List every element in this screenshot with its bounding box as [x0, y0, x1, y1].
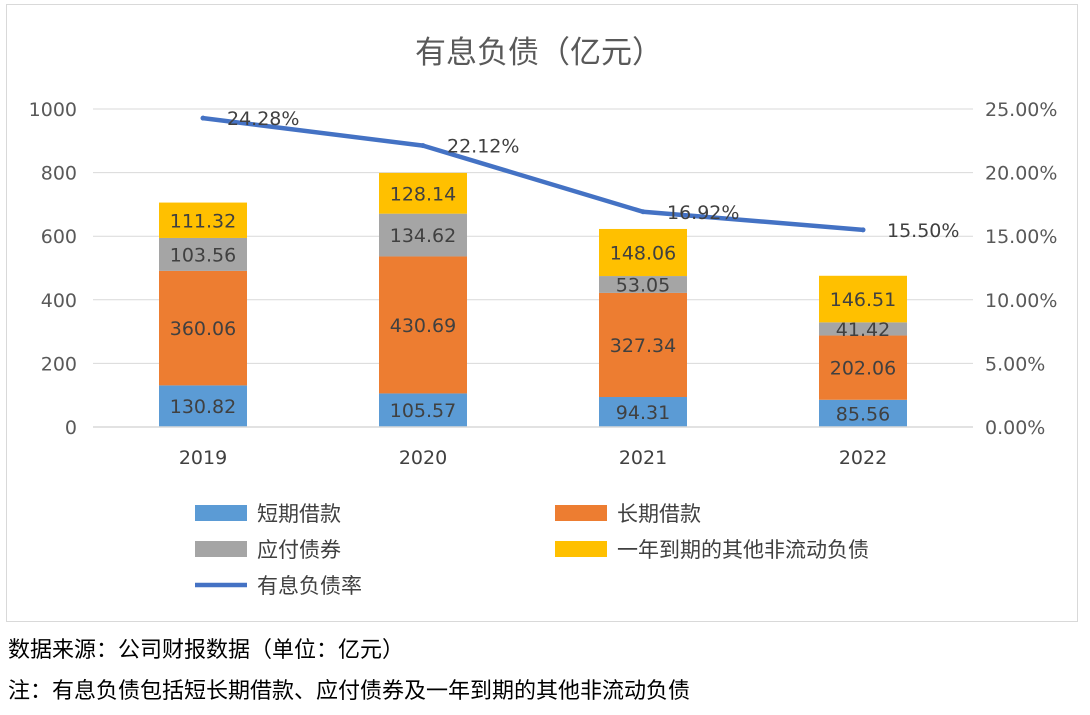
line-data-label: 15.50% [887, 220, 959, 242]
legend-label: 有息负债率 [257, 574, 362, 598]
bar-segment [599, 276, 687, 293]
x-axis-tick-label: 2019 [179, 447, 227, 469]
chart-frame: 有息负债（亿元） 130.82 360.06 103.56 111.32 105.57 4… [6, 4, 1078, 622]
legend-swatch [195, 505, 247, 521]
bar-segment [159, 237, 247, 271]
bar-segment [379, 256, 467, 394]
bar-data-label: 94.31 [616, 402, 670, 424]
legend-label: 应付债券 [257, 538, 341, 562]
bar-data-label: 146.51 [830, 289, 896, 311]
bar-data-label: 327.34 [610, 335, 676, 357]
bar-segment [599, 397, 687, 427]
right-axis-tick-label: 15.00% [985, 226, 1057, 248]
line-data-label: 16.92% [667, 202, 739, 224]
chart: 有息负债（亿元） 130.82 360.06 103.56 111.32 105.57 4… [29, 35, 1058, 598]
legend-label: 短期借款 [257, 502, 341, 526]
right-axis-tick-label: 20.00% [985, 163, 1057, 185]
rate-line [200, 115, 866, 233]
left-axis-tick-label: 800 [41, 163, 77, 185]
right-axis-tick-label: 25.00% [985, 99, 1057, 121]
bar-segment [599, 228, 687, 277]
right-axis-tick-label: 0.00% [985, 417, 1045, 439]
bar-data-label: 430.69 [390, 315, 456, 337]
legend-label: 长期借款 [617, 502, 701, 526]
bar-data-label: 85.56 [836, 403, 890, 425]
bar-data-label: 130.82 [170, 396, 236, 418]
bar-data-label: 128.14 [390, 183, 456, 205]
source-note: 数据来源：公司财报数据（单位：亿元） [8, 638, 405, 663]
bar-segment [819, 275, 907, 323]
x-axis-tick-label: 2021 [619, 447, 667, 469]
rate-line-point [640, 209, 646, 215]
left-axis-tick-label: 600 [41, 226, 77, 248]
bar-segment [159, 202, 247, 238]
bar-segment [819, 335, 907, 400]
line-data-label: 22.12% [447, 136, 519, 158]
bar-segment [819, 399, 907, 427]
rate-line-point [420, 143, 426, 149]
left-axis-tick-label: 1000 [29, 99, 77, 121]
x-axis-tick-label: 2022 [839, 447, 887, 469]
bar-segment [159, 385, 247, 427]
rate-line-point [200, 115, 206, 121]
footnote: 注：有息负债包括短长期借款、应付债券及一年到期的其他非流动负债 [8, 679, 691, 704]
bar-data-label: 103.56 [170, 244, 236, 266]
bar-data-label: 41.42 [836, 319, 890, 341]
left-axis-tick-label: 0 [65, 417, 77, 439]
legend-label: 一年到期的其他非流动负债 [617, 538, 869, 562]
right-axis-tick-label: 5.00% [985, 353, 1045, 375]
bar-segment [379, 393, 467, 427]
x-axis-tick-label: 2020 [399, 447, 447, 469]
bar-data-label: 134.62 [390, 225, 456, 247]
left-axis-tick-label: 400 [41, 290, 77, 312]
chart-title: 有息负债（亿元） [415, 35, 663, 71]
bar-data-label: 148.06 [610, 243, 676, 265]
left-axis-tick-label: 200 [41, 353, 77, 375]
rate-line-point [860, 227, 866, 233]
bar-segment [819, 322, 907, 336]
legend-swatch [555, 541, 607, 557]
bar-data-label: 105.57 [390, 400, 456, 422]
right-axis-tick-label: 10.00% [985, 290, 1057, 312]
bar-segment [159, 270, 247, 386]
bar-data-label: 53.05 [616, 274, 670, 296]
legend-swatch [555, 505, 607, 521]
bar-segment [379, 213, 467, 257]
bar-data-label: 360.06 [170, 318, 236, 340]
bar-data-label: 202.06 [830, 358, 896, 380]
bar-segment [599, 292, 687, 398]
bar-segment [379, 172, 467, 214]
line-data-label: 24.28% [227, 108, 299, 130]
bar-data-label: 111.32 [170, 210, 236, 232]
legend-swatch [195, 541, 247, 557]
